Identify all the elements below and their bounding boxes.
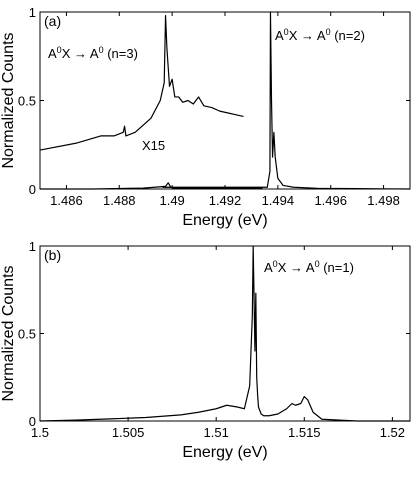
x-tick-label: 1.49 — [159, 193, 184, 208]
y-tick-label: 0 — [29, 414, 36, 429]
x-tick-label: 1.52 — [380, 425, 405, 440]
annotation-n3: A0X → A0 (n=3) — [48, 45, 138, 61]
y-tick-label: 0.5 — [18, 94, 36, 109]
x-tick-label: 1.515 — [288, 425, 321, 440]
x-axis-label: Energy (eV) — [182, 212, 267, 229]
panel-b: 1.5 1.505 1.51 1.515 1.52 0 0.5 1 Energy (eV) Nor… — [0, 239, 411, 461]
y-tick-label: 0 — [29, 182, 36, 197]
annotation-n2: A0X → A0 (n=2) — [275, 27, 365, 43]
x-tick-label: 1.51 — [204, 425, 229, 440]
y-tick-label: 1 — [29, 239, 36, 254]
panel-label: (b) — [44, 247, 61, 263]
panel-label: (a) — [44, 13, 61, 29]
series-line-0 — [39, 245, 410, 422]
x-tick-label: 1.498 — [367, 193, 400, 208]
series-line-0 — [40, 11, 411, 190]
annotation-x15: X15 — [142, 138, 165, 153]
panel-a: 1.486 1.488 1.49 1.492 1.494 1.496 1.498 0 0.5 1 E… — [0, 5, 411, 229]
x-tick-label: 1.496 — [314, 193, 347, 208]
x-tick-label: 1.494 — [262, 193, 295, 208]
x-tick-label: 1.486 — [50, 193, 83, 208]
axes-frame — [39, 245, 411, 422]
x-tick-label: 1.505 — [112, 425, 145, 440]
y-axis-label: Normalized Counts — [0, 265, 17, 401]
annotation-n1: A0X → A0 (n=1) — [264, 259, 354, 275]
x-tick-label: 1.5 — [31, 425, 49, 440]
y-tick-label: 1 — [29, 5, 36, 20]
x-tick-label: 1.492 — [209, 193, 242, 208]
series-line-1 — [39, 14, 244, 151]
y-tick-label: 0.5 — [18, 327, 36, 342]
x-tick-label: 1.488 — [103, 193, 136, 208]
x-axis-label: Energy (eV) — [182, 444, 267, 461]
y-axis-label: Normalized Counts — [0, 32, 17, 168]
